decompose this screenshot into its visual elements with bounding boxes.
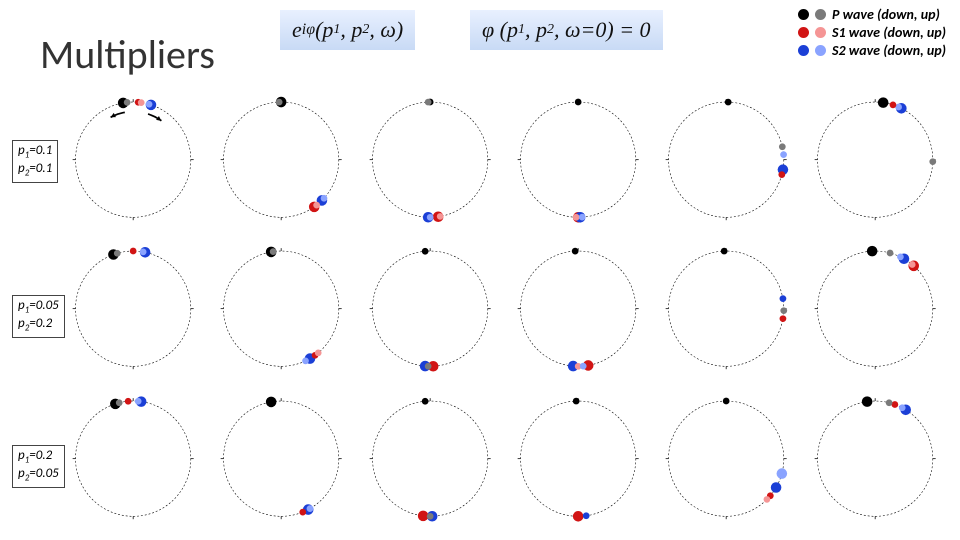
legend-dot-icon <box>798 45 809 56</box>
unit-circle-cell <box>509 387 647 530</box>
unit-circle-cell <box>361 387 499 530</box>
legend-dot-icon <box>815 27 826 38</box>
multiplier-dot <box>929 158 936 165</box>
multiplier-dot <box>266 396 277 407</box>
multiplier-dot <box>424 99 431 106</box>
unit-circle-cell <box>806 387 944 530</box>
page-title: Multipliers <box>40 30 215 79</box>
legend-dot-icon <box>815 9 826 20</box>
multiplier-dot <box>764 496 771 503</box>
multiplier-dot <box>575 99 582 106</box>
legend-label: S2 wave (down, up) <box>832 42 946 59</box>
multiplier-dot <box>886 250 893 257</box>
multiplier-dot <box>114 250 121 257</box>
multiplier-dot <box>777 468 788 479</box>
legend-row: S2 wave (down, up) <box>798 42 946 59</box>
multiplier-dot <box>579 214 586 221</box>
multiplier-dot <box>862 396 873 407</box>
legend-row: S1 wave (down, up) <box>798 24 946 41</box>
legend-row: P wave (down, up) <box>798 6 946 23</box>
multiplier-dot <box>270 249 277 256</box>
unit-circle-cell <box>64 237 202 380</box>
multiplier-dot <box>572 248 579 255</box>
multiplier-dot <box>436 213 443 220</box>
multiplier-dot <box>899 404 906 411</box>
row-label: p1=0.1p2=0.1 <box>12 140 58 183</box>
multiplier-dot <box>781 151 788 158</box>
unit-circle-cell <box>657 237 795 380</box>
multiplier-dot <box>580 363 587 370</box>
multiplier-dot <box>426 214 433 221</box>
multiplier-dot <box>891 401 898 408</box>
multiplier-dot <box>116 399 123 406</box>
legend-dot-icon <box>798 27 809 38</box>
multiplier-dot <box>321 195 328 202</box>
multiplier-dot <box>424 363 431 370</box>
multiplier-dot <box>723 397 730 404</box>
unit-circle-cell <box>64 88 202 231</box>
legend-label: S1 wave (down, up) <box>832 24 946 41</box>
multiplier-dot <box>885 399 892 406</box>
multiplier-dot <box>583 512 590 519</box>
multiplier-dot <box>721 248 728 255</box>
multiplier-dot <box>125 398 132 405</box>
unit-circle-cell <box>212 387 350 530</box>
multiplier-dot <box>573 397 580 404</box>
multiplier-dot <box>878 97 889 108</box>
unit-circle-cell <box>212 88 350 231</box>
multiplier-dot <box>140 249 147 256</box>
legend-label: P wave (down, up) <box>832 6 940 23</box>
legend-dot-icon <box>798 9 809 20</box>
formula-phase: eiφ(p1, p2, ω) <box>280 10 415 50</box>
unit-circle-cell <box>509 237 647 380</box>
unit-circle-cell <box>509 88 647 231</box>
multiplier-dot <box>135 398 142 405</box>
multiplier-dot <box>781 308 788 315</box>
circle-grid <box>64 88 944 528</box>
multiplier-dot <box>300 508 307 515</box>
multiplier-dot <box>130 248 137 255</box>
multiplier-dot <box>138 99 145 106</box>
multiplier-dot <box>421 398 428 405</box>
unit-circle-cell <box>212 237 350 380</box>
multiplier-dot <box>314 202 321 209</box>
row-label: p1=0.2p2=0.05 <box>12 445 65 488</box>
multiplier-dot <box>315 350 322 357</box>
multiplier-dot <box>779 143 786 150</box>
multiplier-dot <box>573 511 584 522</box>
multiplier-dot <box>780 296 787 303</box>
multiplier-dot <box>725 99 732 106</box>
multiplier-dot <box>307 505 314 512</box>
multiplier-dot <box>146 101 153 108</box>
multiplier-dot <box>276 99 283 106</box>
unit-circle-cell <box>361 237 499 380</box>
multiplier-dot <box>780 316 787 323</box>
formula-zero: φ (p1, p2, ω=0) = 0 <box>470 10 663 50</box>
legend: P wave (down, up)S1 wave (down, up)S2 wa… <box>798 6 946 60</box>
multiplier-dot <box>889 101 896 108</box>
multiplier-dot <box>124 99 131 106</box>
multiplier-dot <box>771 482 782 493</box>
multiplier-dot <box>421 248 428 255</box>
multiplier-dot <box>302 358 309 365</box>
legend-dot-icon <box>815 45 826 56</box>
multiplier-dot <box>426 513 433 520</box>
unit-circle-cell <box>64 387 202 530</box>
row-label: p1=0.05p2=0.2 <box>12 295 65 338</box>
multiplier-dot <box>897 254 904 261</box>
unit-circle-cell <box>657 387 795 530</box>
unit-circle-cell <box>806 88 944 231</box>
multiplier-dot <box>909 262 916 269</box>
multiplier-dot <box>867 246 878 257</box>
unit-circle-cell <box>806 237 944 380</box>
multiplier-dot <box>573 214 580 221</box>
unit-circle-cell <box>361 88 499 231</box>
multiplier-dot <box>779 171 786 178</box>
unit-circle-cell <box>657 88 795 231</box>
